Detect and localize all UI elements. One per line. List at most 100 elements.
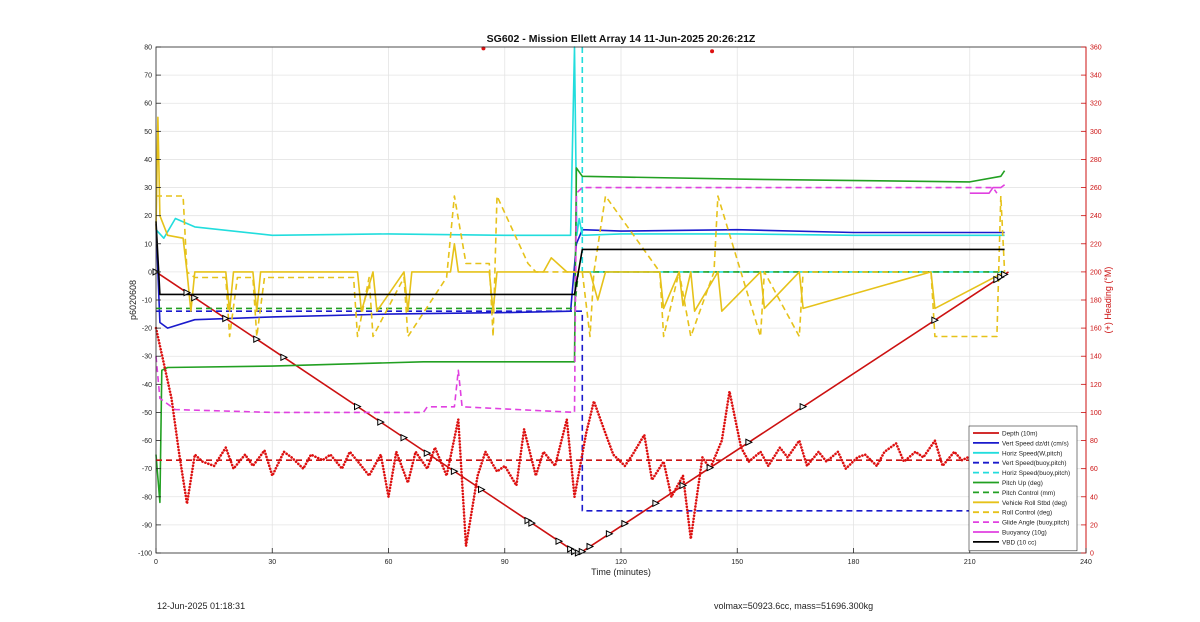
y-tick-label: 60 bbox=[144, 101, 152, 108]
y-tick-label: 0 bbox=[148, 269, 152, 276]
depth-marker bbox=[253, 335, 261, 344]
legend-label: Vehicle Roll Stbd (deg) bbox=[1002, 500, 1067, 507]
y-tick-label: -80 bbox=[142, 494, 152, 501]
y-tick-label: -70 bbox=[142, 466, 152, 473]
legend-label: Buoyancy (10g) bbox=[1002, 530, 1047, 537]
depth-marker bbox=[567, 545, 575, 553]
depth-marker bbox=[799, 402, 808, 411]
depth-marker bbox=[586, 542, 595, 551]
y-tick-label: 40 bbox=[144, 157, 152, 164]
depth-marker bbox=[400, 433, 409, 442]
depth-marker bbox=[423, 449, 432, 457]
series-line-3 bbox=[156, 310, 1005, 512]
y2-tick-label: 320 bbox=[1090, 101, 1102, 108]
depth-marker bbox=[280, 353, 288, 362]
series-line-12 bbox=[154, 326, 1006, 548]
depth-marker bbox=[621, 519, 629, 528]
series-line-8 bbox=[156, 195, 1006, 338]
x-tick-label: 60 bbox=[385, 559, 393, 566]
y2-tick-label: 340 bbox=[1090, 73, 1102, 80]
legend-label: Vert Speed(buoy,pitch) bbox=[1002, 460, 1067, 467]
y2-tick-label: 40 bbox=[1090, 494, 1098, 501]
depth-marker bbox=[997, 273, 1005, 281]
x-tick-label: 30 bbox=[268, 559, 276, 566]
depth-marker bbox=[706, 463, 715, 472]
depth-marker bbox=[524, 516, 533, 525]
x-axis-label: Time (minutes) bbox=[591, 567, 651, 577]
y2-tick-label: 240 bbox=[1090, 213, 1102, 220]
legend-box bbox=[968, 425, 1078, 552]
y-tick-label: -10 bbox=[142, 298, 152, 305]
y2-tick-label: 60 bbox=[1090, 466, 1098, 473]
y-tick-label: -20 bbox=[142, 326, 152, 333]
series-line-10 bbox=[969, 184, 1006, 194]
y-tick-label: 20 bbox=[144, 213, 152, 220]
footer-mass-info: volmax=50923.6cc, mass=51696.300kg bbox=[714, 601, 874, 611]
x-tick-label: 120 bbox=[615, 559, 627, 566]
y-tick-label: -30 bbox=[142, 354, 152, 361]
y-tick-label: -50 bbox=[142, 410, 152, 417]
y-tick-label: 30 bbox=[144, 185, 152, 192]
axes-layer: 0 30 60 90 120 150 180 210 240-100-90-80-70-60-5… bbox=[138, 45, 1102, 567]
depth-marker bbox=[555, 537, 564, 546]
depth-marker bbox=[605, 529, 614, 538]
y2-tick-label: 0 bbox=[1090, 551, 1094, 558]
series-line-4 bbox=[581, 47, 1005, 273]
depth-marker bbox=[450, 467, 459, 476]
depth-marker bbox=[478, 485, 486, 494]
y2-tick-label: 120 bbox=[1090, 382, 1102, 389]
depth-marker bbox=[191, 293, 199, 302]
y2-axis-label: (+) Heading (°M) bbox=[1103, 267, 1113, 334]
depth-marker bbox=[528, 519, 536, 527]
y2-tick-label: 360 bbox=[1090, 45, 1102, 52]
depth-marker bbox=[652, 499, 660, 508]
chart-title: SG602 - Mission Ellett Array 14 11-Jun-2… bbox=[487, 33, 756, 45]
legend-label: VBD (10 cc) bbox=[1002, 539, 1036, 546]
depth-marker bbox=[377, 418, 385, 426]
y-axis-label: p6020608 bbox=[128, 280, 138, 320]
legend-label: Horiz Speed(buoy,pitch) bbox=[1002, 470, 1070, 477]
y-tick-label: 80 bbox=[144, 45, 152, 52]
depth-marker bbox=[354, 402, 362, 411]
y-tick-label: -90 bbox=[142, 522, 152, 529]
y-tick-label: -60 bbox=[142, 438, 152, 445]
y2-tick-label: 260 bbox=[1090, 185, 1102, 192]
x-tick-label: 150 bbox=[731, 559, 743, 566]
legend-label: Roll Control (deg) bbox=[1002, 510, 1052, 517]
series-line-5 bbox=[155, 167, 1006, 504]
x-tick-label: 90 bbox=[501, 559, 509, 566]
x-tick-label: 180 bbox=[848, 559, 860, 566]
heading-outlier bbox=[481, 46, 486, 51]
y2-tick-label: 200 bbox=[1090, 269, 1102, 276]
legend: Depth (10m) Vert Speed dz/dt (cm/s) Horiz … bbox=[968, 425, 1078, 552]
y2-tick-label: 160 bbox=[1090, 326, 1102, 333]
y-tick-label: -40 bbox=[142, 382, 152, 389]
y2-tick-label: 180 bbox=[1090, 298, 1102, 305]
y2-tick-label: 20 bbox=[1090, 522, 1098, 529]
y2-tick-label: 100 bbox=[1090, 410, 1102, 417]
legend-label: Pitch Control (mm) bbox=[1002, 490, 1055, 497]
depth-marker bbox=[931, 316, 939, 325]
y2-tick-label: 80 bbox=[1090, 438, 1098, 445]
legend-label: Depth (10m) bbox=[1002, 431, 1038, 438]
depth-marker bbox=[222, 314, 230, 323]
series-line-11 bbox=[155, 221, 1005, 296]
depth-marker bbox=[993, 275, 1001, 284]
depth-marker bbox=[1001, 270, 1009, 279]
x-tick-label: 0 bbox=[154, 559, 158, 566]
legend-label: Pitch Up (deg) bbox=[1002, 480, 1043, 487]
heading-outlier bbox=[710, 49, 715, 54]
y-tick-label: -100 bbox=[138, 551, 152, 558]
grid-layer bbox=[155, 46, 1087, 554]
y2-tick-label: 280 bbox=[1090, 157, 1102, 164]
y2-tick-label: 140 bbox=[1090, 354, 1102, 361]
x-tick-label: 240 bbox=[1080, 559, 1092, 566]
legend-label: Glide Angle (buoy,pitch) bbox=[1002, 520, 1069, 527]
y2-tick-label: 220 bbox=[1090, 241, 1102, 248]
legend-label: Vert Speed dz/dt (cm/s) bbox=[1002, 440, 1069, 447]
y2-tick-label: 300 bbox=[1090, 129, 1102, 136]
footer-date: 12-Jun-2025 01:18:31 bbox=[157, 601, 246, 611]
y-tick-label: 50 bbox=[144, 129, 152, 136]
legend-label: Horiz Speed(W,pitch) bbox=[1002, 450, 1062, 457]
